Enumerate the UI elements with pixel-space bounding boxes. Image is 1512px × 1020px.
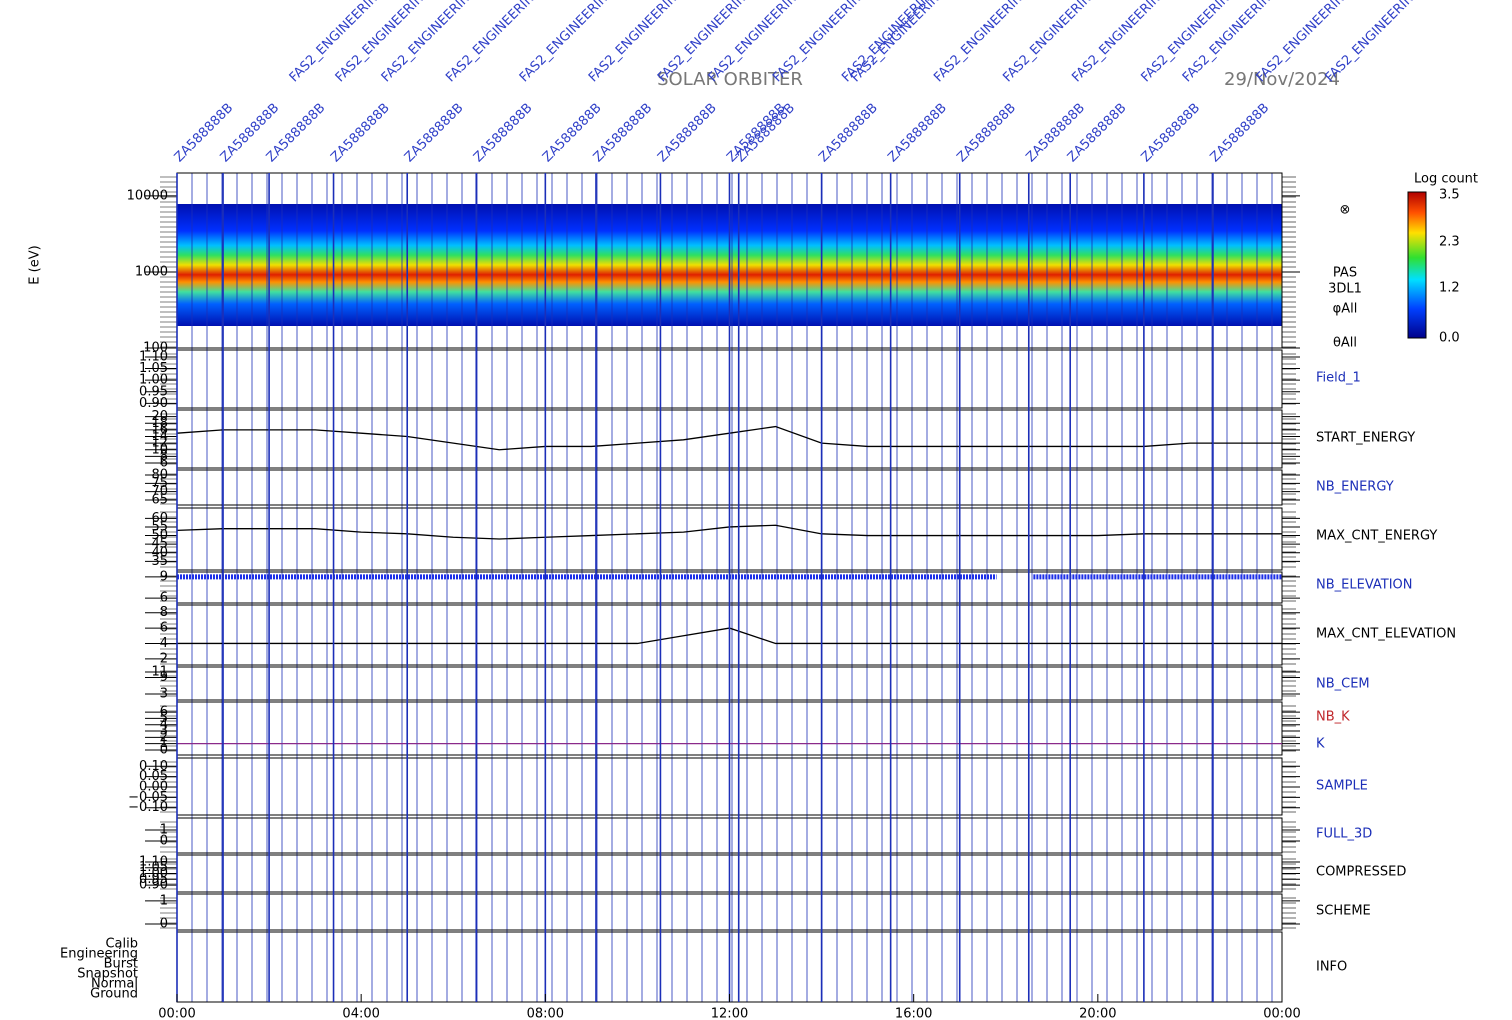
event-label: ZA588888B	[471, 101, 536, 166]
panel-label: θAll	[1333, 336, 1357, 351]
axis-label: E (eV)	[28, 245, 43, 284]
event-label: ZA588888B	[885, 101, 950, 166]
x-tick-label: 20:00	[1079, 1007, 1116, 1020]
date: 29/Nov/2024	[1224, 69, 1340, 90]
category-label: Engineering	[60, 947, 138, 962]
event-label: FAS2_ENGINEERING	[1323, 0, 1425, 85]
event-label: ZA588888B	[328, 101, 393, 166]
x-tick-label: 00:00	[1263, 1007, 1300, 1020]
panel-label: COMPRESSED	[1316, 865, 1406, 880]
panel-label: FULL_3D	[1316, 827, 1372, 842]
event-label: ZA588888B	[733, 101, 798, 166]
panel-label: NB_CEM	[1316, 677, 1370, 692]
panel-label: MAX_CNT_ENERGY	[1316, 529, 1437, 544]
colorbar-label: Log count	[1414, 172, 1478, 187]
panel-label: PAS	[1333, 266, 1357, 281]
x-tick-label: 08:00	[527, 1007, 564, 1020]
event-label: ZA588888B	[402, 101, 467, 166]
panel-label: START_ENERGY	[1316, 431, 1415, 446]
panel-label: Field_1	[1316, 371, 1361, 386]
colorbar	[1407, 191, 1427, 339]
event-label: ZA588888B	[954, 101, 1019, 166]
panel-label: NB_K	[1316, 710, 1350, 725]
panel-label: INFO	[1316, 960, 1347, 975]
x-tick-label: 00:00	[158, 1007, 195, 1020]
colorbar-tick-label: 3.5	[1439, 188, 1460, 203]
colorbar-tick-label: 1.2	[1439, 280, 1460, 295]
panel-label: K	[1316, 737, 1325, 752]
panel-label: SAMPLE	[1316, 779, 1368, 794]
event-label: ZA588888B	[655, 101, 720, 166]
event-label: ZA588888B	[1208, 101, 1273, 166]
panel-label: SCHEME	[1316, 904, 1371, 919]
x-tick-label: 16:00	[895, 1007, 932, 1020]
colorbar-tick-label: 0.0	[1439, 331, 1460, 346]
category-label: Calib	[105, 937, 138, 952]
marker: ⊗	[1340, 203, 1351, 218]
category-label: Normal	[91, 977, 138, 992]
panel-label: NB_ELEVATION	[1316, 578, 1413, 593]
title: SOLAR ORBITER	[657, 69, 803, 90]
colorbar-tick-label: 2.3	[1439, 235, 1460, 250]
panel-label: MAX_CNT_ELEVATION	[1316, 627, 1456, 642]
event-label: ZA588888B	[1139, 101, 1204, 166]
category-label: Snapshot	[77, 967, 138, 982]
panel-label: NB_ENERGY	[1316, 480, 1394, 495]
category-label: Burst	[104, 957, 138, 972]
category-label: Ground	[90, 987, 138, 1002]
x-tick-label: 04:00	[342, 1007, 379, 1020]
x-tick-label: 12:00	[711, 1007, 748, 1020]
panel-label: φAll	[1333, 302, 1358, 317]
panel-label: 3DL1	[1328, 282, 1362, 297]
event-label: ZA588888B	[816, 101, 881, 166]
